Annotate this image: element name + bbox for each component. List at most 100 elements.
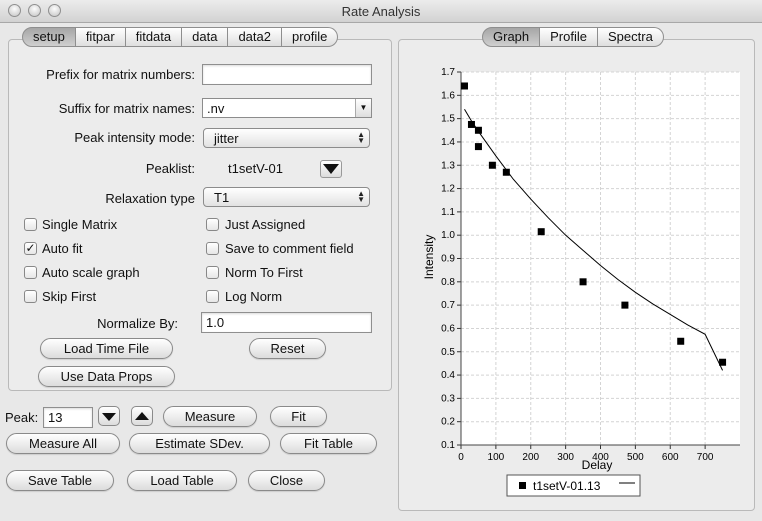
y-axis-label: Intensity: [422, 235, 436, 280]
x-tick-label: 200: [522, 452, 539, 463]
right-tab-bar: Graph Profile Spectra: [482, 27, 664, 47]
auto-fit-label: Auto fit: [42, 241, 83, 256]
use-data-props-button[interactable]: Use Data Props: [38, 366, 175, 387]
data-point: [474, 126, 482, 134]
tab-data[interactable]: data: [182, 27, 229, 47]
tab-graph[interactable]: Graph: [482, 27, 541, 47]
y-tick-label: 0.7: [441, 300, 455, 311]
title-bar: Rate Analysis: [0, 0, 762, 23]
prefix-input[interactable]: [202, 64, 372, 85]
tab-setup[interactable]: setup: [22, 27, 76, 47]
log-norm-checkbox[interactable]: [206, 290, 219, 303]
chevron-down-icon[interactable]: ▼: [355, 99, 371, 117]
data-point: [502, 168, 510, 176]
y-tick-label: 0.1: [441, 440, 455, 451]
norm-first-checkbox[interactable]: [206, 266, 219, 279]
data-point: [719, 358, 727, 366]
zoom-window-icon[interactable]: [48, 4, 61, 17]
suffix-label: Suffix for matrix names:: [58, 101, 195, 116]
x-tick-label: 700: [697, 452, 714, 463]
auto-scale-label: Auto scale graph: [42, 265, 140, 280]
estimate-sdev-button[interactable]: Estimate SDev.: [129, 433, 270, 454]
data-point: [621, 301, 629, 309]
y-tick-label: 0.2: [441, 417, 455, 428]
y-tick-label: 0.9: [441, 254, 455, 265]
legend-marker-icon: [519, 482, 526, 489]
x-tick-label: 400: [592, 452, 609, 463]
peak-down-button[interactable]: [98, 406, 120, 426]
save-comment-label: Save to comment field: [225, 241, 354, 256]
window-title: Rate Analysis: [341, 4, 421, 19]
mode-label: Peak intensity mode:: [74, 130, 195, 145]
tab-profile-graph[interactable]: Profile: [540, 27, 598, 47]
peaklist-dropdown-icon[interactable]: [320, 160, 342, 178]
legend-box: [506, 474, 641, 497]
auto-scale-checkbox[interactable]: [24, 266, 37, 279]
fit-button[interactable]: Fit: [270, 406, 327, 427]
measure-button[interactable]: Measure: [163, 406, 257, 427]
auto-fit-checkbox[interactable]: ✓: [24, 242, 37, 255]
plot-area: 0 100 200 300 400 500 600 700 0.1 0.2 0.3 0.4 0.5 0.6…: [441, 67, 740, 463]
skip-first-checkbox[interactable]: [24, 290, 37, 303]
x-axis-label: Delay: [582, 458, 613, 472]
y-tick-label: 1.2: [441, 184, 455, 195]
x-tick-label: 0: [458, 452, 464, 463]
relaxation-label: Relaxation type: [105, 191, 195, 206]
reset-button[interactable]: Reset: [249, 338, 326, 359]
peaklist-value: t1setV-01: [228, 161, 283, 176]
y-tick-label: 0.3: [441, 393, 455, 404]
y-tick-label: 1.4: [441, 137, 455, 148]
fit-curve: [464, 109, 724, 371]
peak-up-button[interactable]: [131, 406, 153, 426]
norm-first-label: Norm To First: [225, 265, 303, 280]
rate-chart: 0 100 200 300 400 500 600 700 0.1 0.2 0.3 0.4 0.5 0.6…: [400, 55, 750, 505]
prefix-label: Prefix for matrix numbers:: [46, 67, 195, 82]
checkmark-icon: ✓: [25, 241, 36, 255]
load-table-button[interactable]: Load Table: [127, 470, 237, 491]
relaxation-select[interactable]: T1 ▲ ▼: [203, 187, 370, 207]
tab-data2[interactable]: data2: [228, 27, 282, 47]
tab-fitpar[interactable]: fitpar: [75, 27, 126, 47]
y-tick-label: 0.5: [441, 347, 455, 358]
normalize-input[interactable]: 1.0: [201, 312, 372, 333]
arrow-up-icon: [135, 412, 149, 420]
peak-label: Peak:: [5, 410, 39, 425]
updown-arrows-icon: ▲ ▼: [357, 130, 365, 145]
arrow-down-icon: [102, 413, 116, 421]
y-tick-label: 1.0: [441, 230, 455, 241]
close-button[interactable]: Close: [248, 470, 325, 491]
y-tick-label: 0.6: [441, 323, 455, 334]
relaxation-value: T1: [214, 190, 230, 205]
data-point: [460, 82, 468, 90]
tab-fitdata[interactable]: fitdata: [125, 27, 183, 47]
y-tick-label: 1.3: [441, 160, 455, 171]
tab-spectra[interactable]: Spectra: [598, 27, 664, 47]
just-assigned-checkbox[interactable]: [206, 218, 219, 231]
suffix-combo[interactable]: .nv ▼: [202, 98, 372, 118]
tab-profile[interactable]: profile: [282, 27, 339, 47]
load-time-file-button[interactable]: Load Time File: [40, 338, 173, 359]
mode-select[interactable]: jitter ▲ ▼: [203, 128, 370, 148]
measure-all-button[interactable]: Measure All: [6, 433, 120, 454]
skip-first-label: Skip First: [42, 289, 97, 304]
left-tab-bar: setup fitpar fitdata data data2 profile: [22, 27, 339, 47]
just-assigned-label: Just Assigned: [225, 217, 306, 232]
y-tick-label: 0.8: [441, 277, 455, 288]
data-point: [488, 161, 496, 169]
x-tick-label: 500: [627, 452, 644, 463]
save-comment-checkbox[interactable]: [206, 242, 219, 255]
fit-table-button[interactable]: Fit Table: [280, 433, 377, 454]
normalize-label: Normalize By:: [97, 316, 178, 331]
peak-input[interactable]: 13: [43, 407, 93, 428]
data-point: [677, 337, 685, 345]
data-point: [537, 228, 545, 236]
x-tick-label: 100: [488, 452, 505, 463]
data-point: [579, 278, 587, 286]
save-table-button[interactable]: Save Table: [6, 470, 114, 491]
single-matrix-checkbox[interactable]: [24, 218, 37, 231]
suffix-value: .nv: [207, 101, 225, 116]
x-tick-label: 300: [557, 452, 574, 463]
close-window-icon[interactable]: [8, 4, 21, 17]
minimize-window-icon[interactable]: [28, 4, 41, 17]
y-tick-label: 1.6: [441, 90, 455, 101]
